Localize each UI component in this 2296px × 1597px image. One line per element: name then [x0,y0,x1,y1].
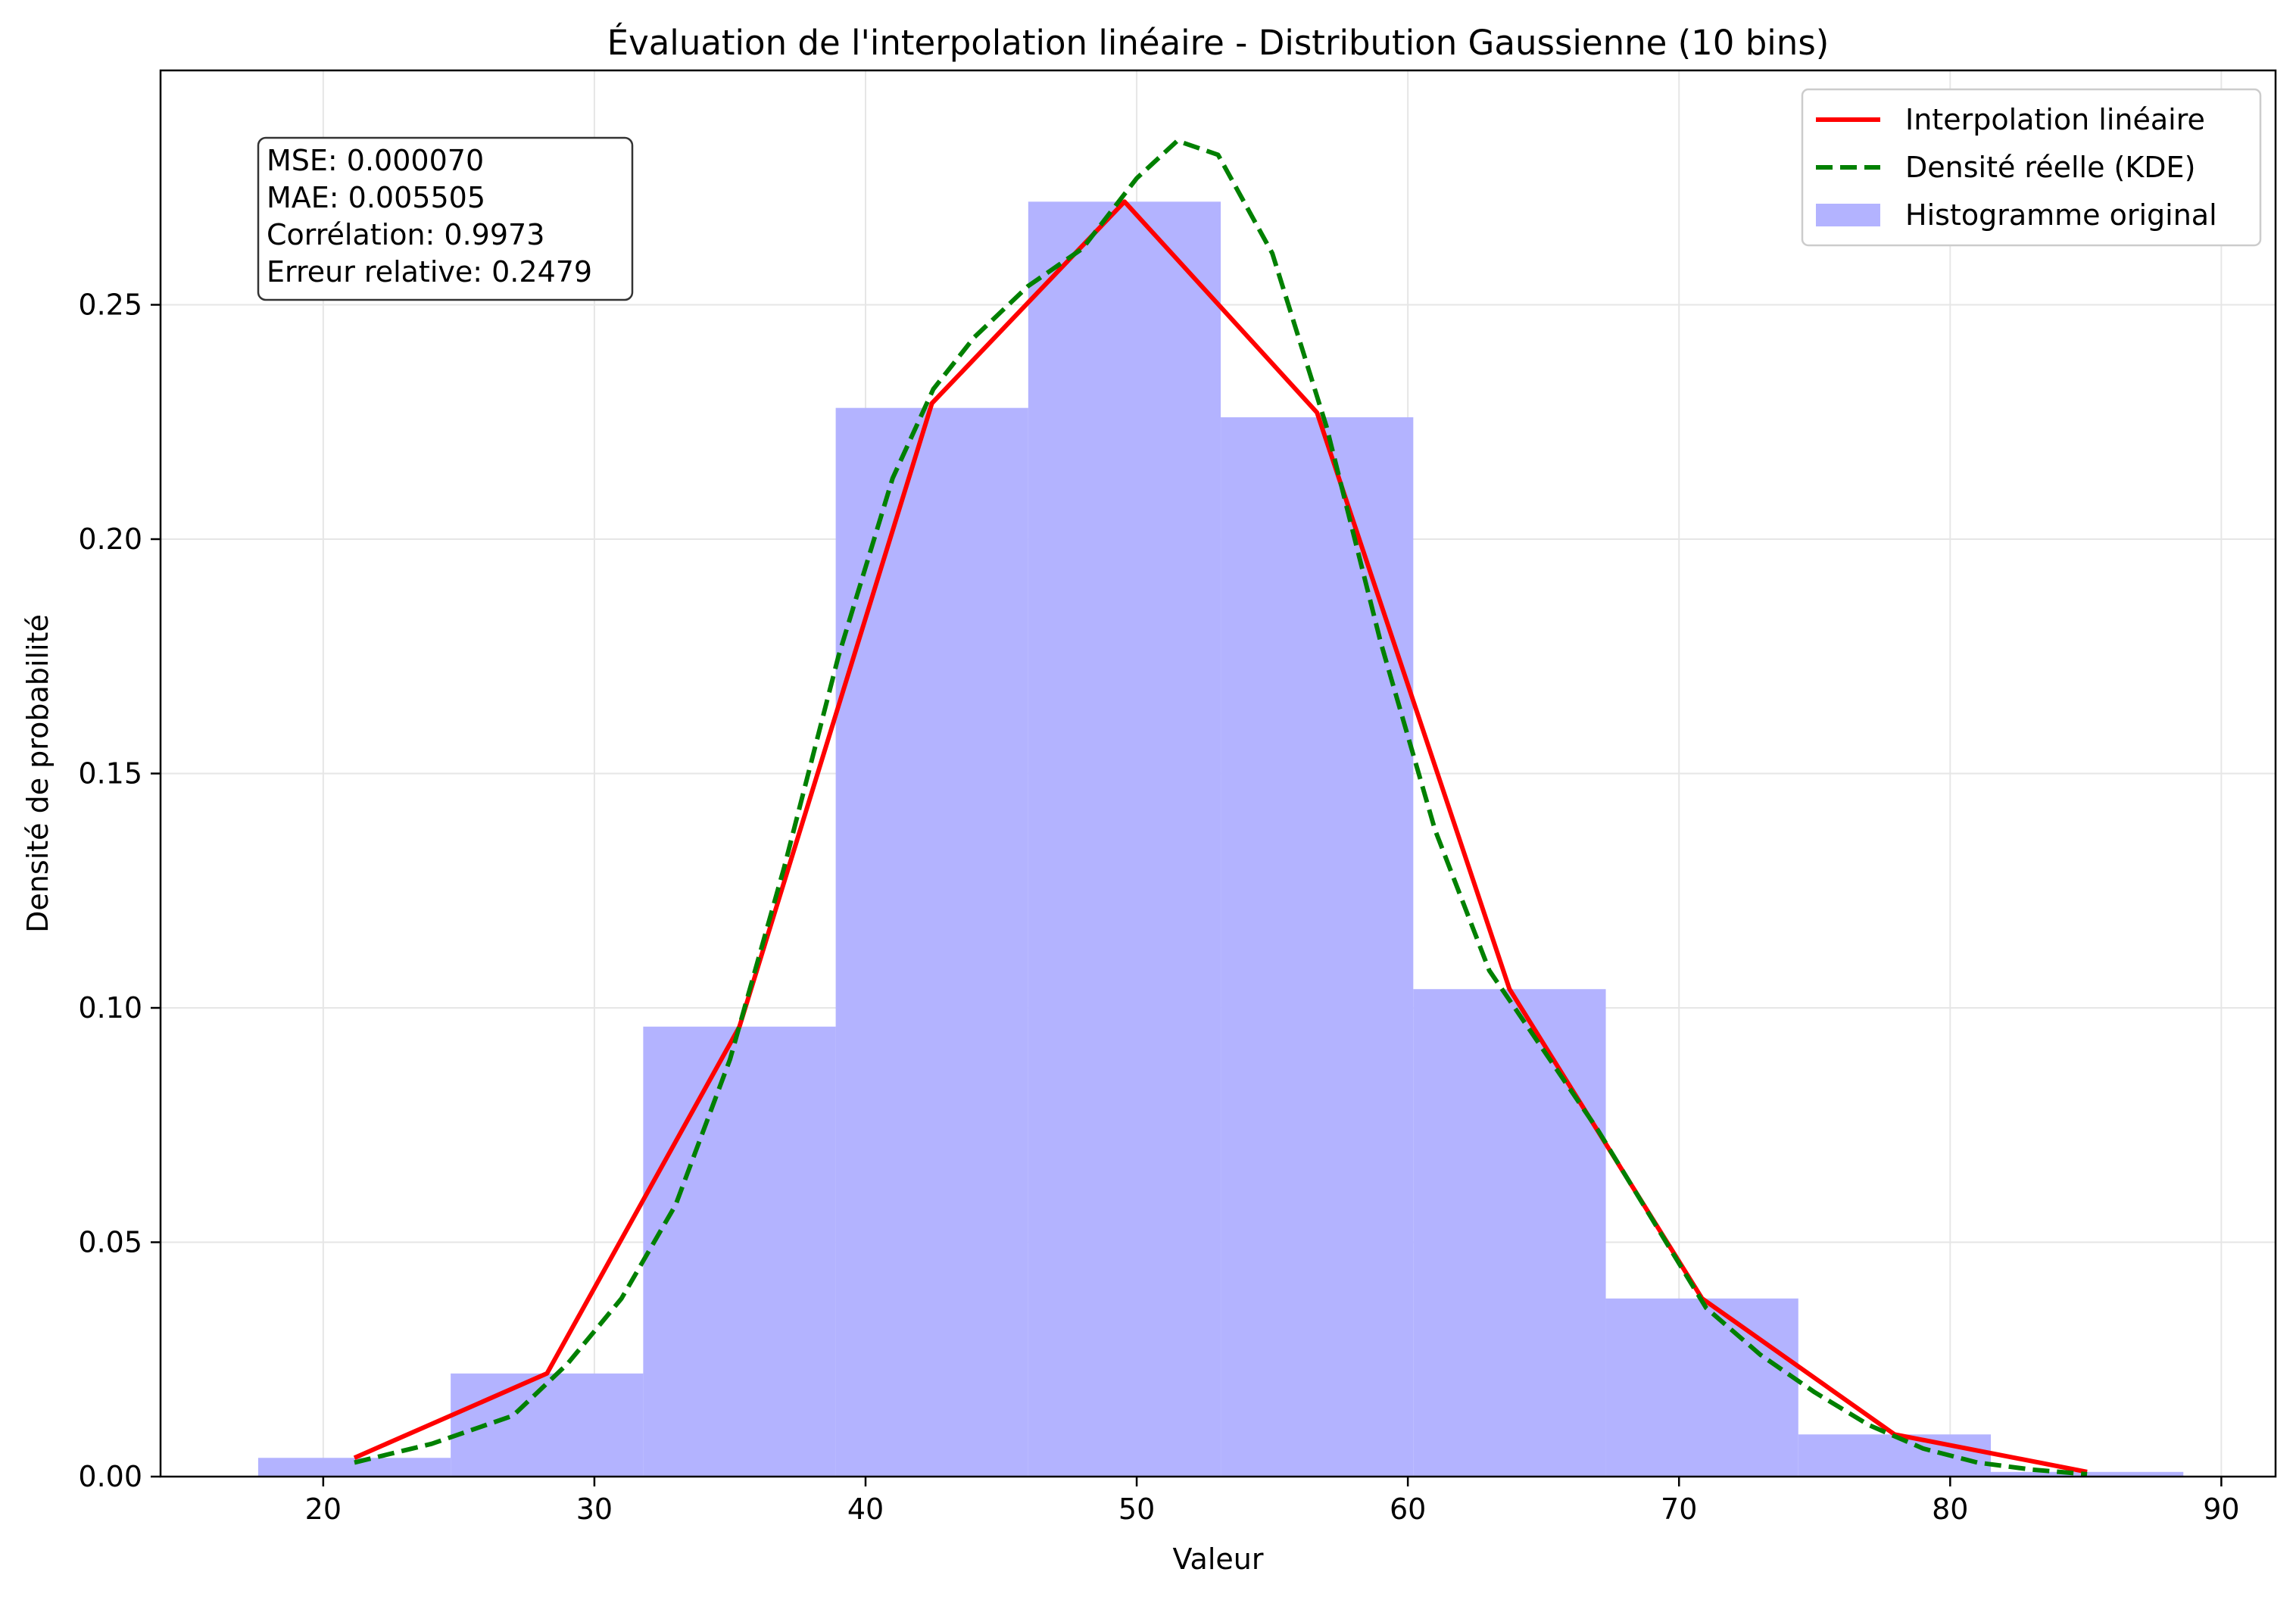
legend-label: Densité réelle (KDE) [1905,151,2195,184]
histogram-bar [835,407,1028,1477]
x-tick-label: 60 [1390,1493,1426,1526]
y-tick-label: 0.25 [78,289,142,322]
stats-line: Erreur relative: 0.2479 [267,255,592,289]
legend-swatch-patch [1816,204,1880,226]
series-lines [353,138,2088,1477]
y-axis-label: Densité de probabilité [21,614,55,933]
x-tick-label: 30 [576,1493,613,1526]
kde-line [354,138,2088,1477]
stats-box: MSE: 0.000070 MAE: 0.005505 Corrélation: 0… [257,136,634,301]
stats-line: MSE: 0.000070 [267,144,484,177]
x-tick-label: 50 [1118,1493,1155,1526]
axis-ticks: 20 30 40 50 60 70 80 90 0.00 0.05 0.10 0.15 0.20 0.25 [78,289,2239,1527]
y-tick-label: 0.20 [78,522,142,556]
legend-label: Histogramme original [1905,198,2217,232]
histogram-bar [1991,1471,2184,1477]
x-axis-label: Valeur [1173,1542,1264,1576]
x-tick-label: 90 [2203,1493,2239,1526]
y-tick-label: 0.05 [78,1226,142,1259]
stats-box-frame [257,136,634,301]
histogram-bar [1798,1434,1992,1477]
y-tick-label: 0.10 [78,991,142,1025]
legend: Interpolation linéaire Densité réelle (KD… [1801,88,2262,247]
interpolation-line [353,199,2088,1474]
chart-title: Évaluation de l'interpolation linéaire -… [607,23,1830,63]
legend-frame [1801,88,2262,247]
x-tick-label: 40 [847,1493,884,1526]
histogram-bars [257,201,2184,1477]
histogram-bar [1605,1298,1798,1477]
x-tick-label: 20 [305,1493,342,1526]
y-tick-label: 0.15 [78,757,142,791]
histogram-bar [1413,989,1606,1477]
x-tick-label: 70 [1661,1493,1697,1526]
stats-line: Corrélation: 0.9973 [267,218,544,251]
stats-line: MAE: 0.005505 [267,181,485,214]
y-tick-label: 0.00 [78,1460,142,1493]
x-tick-label: 80 [1932,1493,1968,1526]
histogram-bar [643,1026,836,1477]
histogram-bar [1221,417,1414,1477]
histogram-bar [1028,201,1221,1477]
legend-label: Interpolation linéaire [1905,103,2205,136]
